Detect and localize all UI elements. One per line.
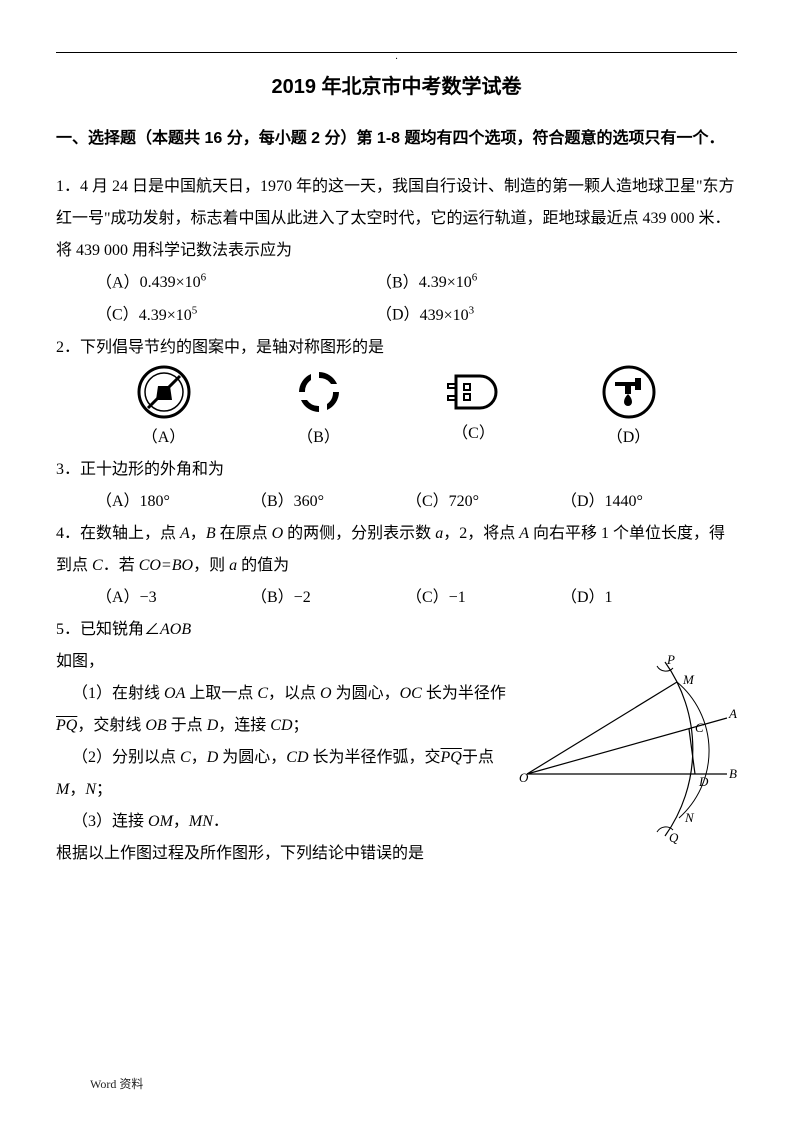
q5-figure: O P M A C D B N Q [517, 654, 737, 856]
q2-icon-c: （C） [396, 368, 551, 450]
svg-text:B: B [729, 766, 737, 781]
footer-text: Word 资料 [90, 1072, 143, 1096]
q5-stem: 5．已知锐角∠AOB [56, 614, 737, 646]
svg-text:P: P [666, 654, 675, 667]
q2-icon-b: （B） [241, 364, 396, 454]
page-title: 2019 年北京市中考数学试卷 [56, 67, 737, 107]
svg-text:O: O [519, 770, 529, 785]
q1-opt-a: （A）0.439×106 [96, 267, 276, 299]
q4-opt-a: （A）−3 [96, 582, 251, 614]
section-1-heading: 一、选择题（本题共 16 分，每小题 2 分）第 1-8 题均有四个选项，符合题… [56, 123, 737, 155]
q3-opt-a: （A）180° [96, 486, 251, 518]
q1-options-row2: （C）4.39×105 （D）439×103 [56, 299, 737, 331]
recycle-arrows-icon [291, 364, 347, 420]
svg-text:M: M [682, 672, 695, 687]
q2-stem: 2．下列倡导节约的图案中，是轴对称图形的是 [56, 332, 737, 364]
q2-icon-d: （D） [551, 364, 706, 454]
no-food-icon [136, 364, 192, 420]
svg-text:A: A [728, 706, 737, 721]
q3-opt-c: （C）720° [406, 486, 561, 518]
q3-opt-b: （B）360° [251, 486, 406, 518]
q2-icon-a: （A） [86, 364, 241, 454]
q3-options: （A）180° （B）360° （C）720° （D）1440° [56, 486, 737, 518]
plug-icon [442, 368, 506, 416]
q4-opt-d: （D）1 [561, 582, 716, 614]
q1-options-row1: （A）0.439×106 （B）4.39×106 [56, 267, 737, 299]
svg-text:D: D [698, 774, 709, 789]
q2-icons: （A） （B） （C） （D） [56, 364, 737, 454]
faucet-drop-icon [601, 364, 657, 420]
header-dot: · [56, 57, 737, 63]
q1-stem: 1．4 月 24 日是中国航天日，1970 年的这一天，我国自行设计、制造的第一… [56, 171, 737, 267]
q1-opt-c: （C）4.39×105 [96, 299, 276, 331]
q4-opt-b: （B）−2 [251, 582, 406, 614]
q4-stem: 4．在数轴上，点 A，B 在原点 O 的两侧，分别表示数 a，2，将点 A 向右… [56, 518, 737, 582]
svg-text:C: C [695, 720, 704, 735]
q4-options: （A）−3 （B）−2 （C）−1 （D）1 [56, 582, 737, 614]
svg-text:N: N [684, 810, 695, 825]
q3-opt-d: （D）1440° [561, 486, 716, 518]
q4-opt-c: （C）−1 [406, 582, 561, 614]
q3-stem: 3．正十边形的外角和为 [56, 454, 737, 486]
q1-opt-b: （B）4.39×106 [376, 267, 556, 299]
q1-opt-d: （D）439×103 [376, 299, 556, 331]
geometry-diagram-icon: O P M A C D B N Q [517, 654, 737, 844]
top-rule [56, 52, 737, 53]
svg-text:Q: Q [669, 830, 679, 844]
